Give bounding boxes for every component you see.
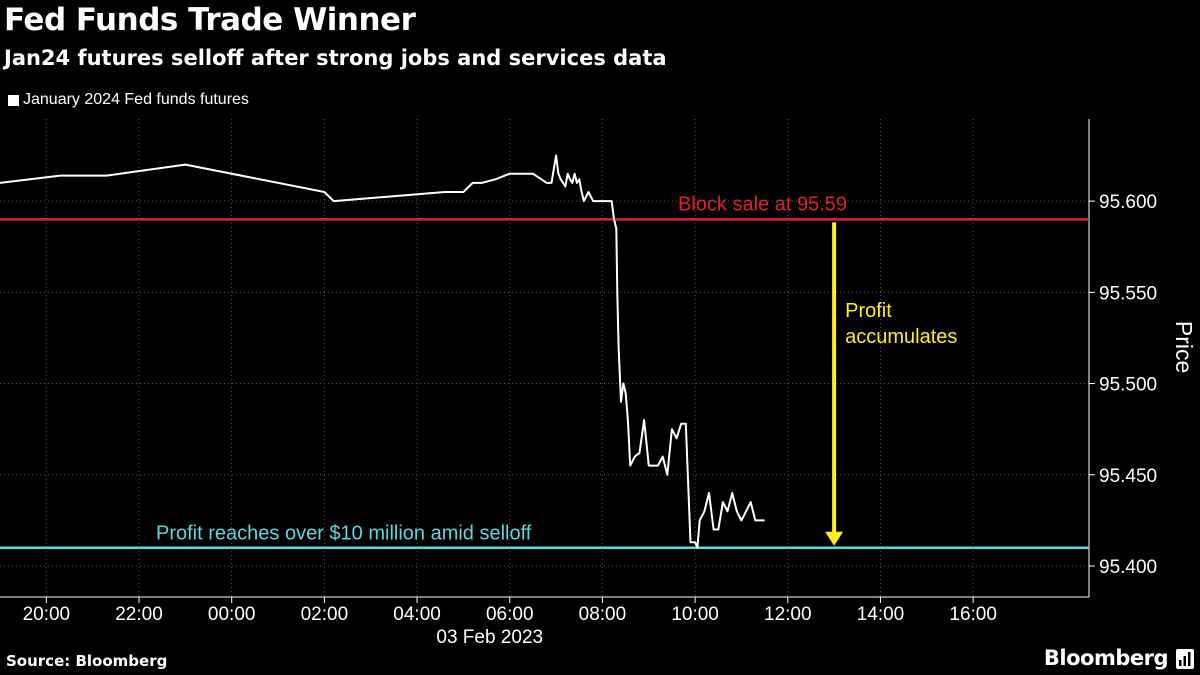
brand-logo-text: Bloomberg: [1043, 646, 1169, 670]
profit-accumulates-label: Profit: [845, 300, 892, 322]
x-tick-label: 20:00: [23, 604, 71, 625]
x-tick-label: 12:00: [764, 604, 812, 625]
x-tick-label: 04:00: [393, 604, 441, 625]
x-tick-label: 22:00: [115, 604, 163, 625]
x-tick-label: 08:00: [579, 604, 627, 625]
x-tick-label: 02:00: [301, 604, 349, 625]
legend-label: January 2024 Fed funds futures: [23, 91, 249, 108]
y-tick-label: 95.450: [1099, 466, 1157, 487]
profit-arrow-head: [825, 531, 844, 546]
x-tick-label: 10:00: [671, 604, 719, 625]
source-note: Source: Bloomberg: [6, 652, 168, 670]
legend-swatch: [8, 94, 19, 106]
legend: January 2024 Fed funds futures: [8, 91, 249, 109]
chart-title: Fed Funds Trade Winner: [4, 2, 416, 38]
y-tick-label: 95.500: [1099, 375, 1157, 396]
y-tick-label: 95.550: [1099, 283, 1157, 304]
profit-accumulates-label: accumulates: [845, 326, 957, 348]
profit-reaches-label: Profit reaches over $10 million amid sel…: [156, 523, 532, 545]
chart-subtitle: Jan24 futures selloff after strong jobs …: [4, 46, 667, 70]
x-tick-label: 06:00: [486, 604, 534, 625]
block-sale-label: Block sale at 95.59: [678, 193, 847, 215]
x-tick-label: 16:00: [949, 604, 997, 625]
price-series-line: [0, 154, 765, 549]
y-tick-label: 95.400: [1099, 557, 1157, 578]
x-tick-label: 14:00: [857, 604, 905, 625]
y-axis-label: Price: [1171, 321, 1197, 373]
x-date-label: 03 Feb 2023: [436, 627, 543, 648]
x-tick-label: 00:00: [208, 604, 256, 625]
bloomberg-mark-icon: [1176, 649, 1194, 669]
y-tick-label: 95.600: [1099, 192, 1157, 213]
